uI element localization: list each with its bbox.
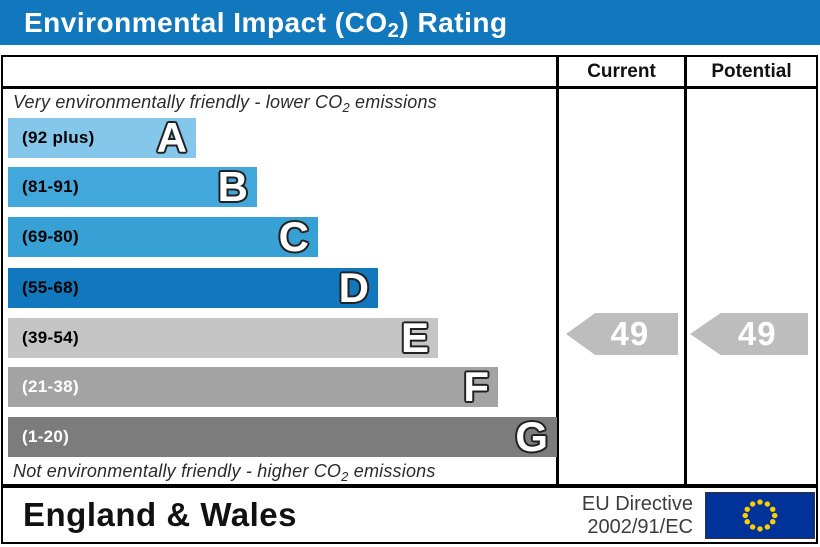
band-row-b: (81-91) B — [8, 163, 257, 210]
band-letter: G — [515, 413, 548, 460]
band-letter: A — [156, 114, 187, 161]
eu-directive-label: EU Directive 2002/91/EC — [493, 493, 693, 539]
band-bar-b: (81-91) B — [8, 163, 257, 210]
band-range: (39-54) — [22, 328, 79, 347]
title-bar: Environmental Impact (CO2) Rating — [0, 0, 820, 45]
eu-directive-line1: EU Directive — [581, 493, 693, 515]
band-row-g: (1-20) G — [8, 413, 557, 460]
band-letter: B — [217, 163, 248, 210]
band-row-c: (69-80) C — [8, 213, 318, 260]
column-divider-current — [556, 55, 559, 486]
band-letter: F — [463, 363, 489, 410]
region-label: England & Wales — [23, 496, 297, 533]
potential-rating-arrow: 49 — [690, 313, 808, 355]
eu-flag-svg — [706, 493, 814, 538]
band-bar-c: (69-80) C — [8, 213, 318, 260]
header-divider — [3, 86, 816, 89]
band-bar-e: (39-54) E — [8, 314, 438, 361]
current-rating-value: 49 — [610, 315, 650, 352]
band-bar-a: (92 plus) A — [8, 114, 196, 161]
eu-flag-icon — [705, 492, 815, 539]
col-header-current: Current — [587, 61, 656, 82]
column-divider-potential — [684, 55, 687, 486]
band-range: (92 plus) — [22, 128, 95, 147]
band-row-a: (92 plus) A — [8, 114, 196, 161]
band-letter: C — [278, 213, 309, 260]
band-row-e: (39-54) E — [8, 314, 438, 361]
band-range: (55-68) — [22, 278, 79, 297]
page-title: Environmental Impact (CO2) Rating — [24, 6, 508, 43]
band-bar-f: (21-38) F — [8, 363, 498, 410]
band-bar-g: (1-20) G — [8, 413, 557, 460]
band-row-f: (21-38) F — [8, 363, 498, 410]
col-header-potential: Potential — [711, 61, 792, 82]
potential-rating-value: 49 — [737, 315, 777, 352]
band-letter: D — [338, 264, 369, 311]
band-range: (81-91) — [22, 177, 79, 196]
band-row-d: (55-68) D — [8, 264, 378, 311]
band-range: (1-20) — [22, 427, 70, 446]
bottom-scale-label: Not environmentally friendly - higher CO… — [13, 461, 436, 484]
footer: England & Wales EU Directive 2002/91/EC — [1, 486, 818, 544]
band-range: (21-38) — [22, 377, 79, 396]
band-range: (69-80) — [22, 227, 79, 246]
band-bar-d: (55-68) D — [8, 264, 378, 311]
eu-flag-stars — [742, 499, 778, 532]
band-letter: E — [400, 314, 429, 361]
top-scale-label: Very environmentally friendly - lower CO… — [13, 92, 437, 115]
eu-directive-line2: 2002/91/EC — [587, 516, 693, 538]
